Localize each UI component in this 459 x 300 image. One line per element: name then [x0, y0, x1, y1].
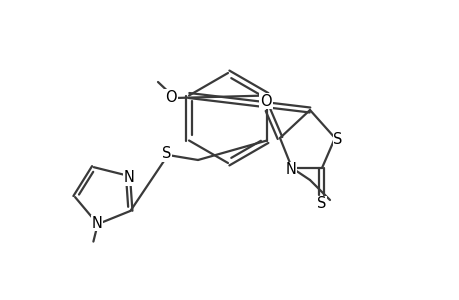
Text: S: S — [162, 146, 171, 161]
Text: N: N — [123, 170, 134, 185]
Text: N: N — [285, 163, 296, 178]
Text: O: O — [165, 89, 176, 104]
Text: O: O — [260, 94, 271, 109]
Text: S: S — [317, 196, 326, 211]
Text: N: N — [91, 216, 102, 231]
Text: S: S — [333, 133, 342, 148]
